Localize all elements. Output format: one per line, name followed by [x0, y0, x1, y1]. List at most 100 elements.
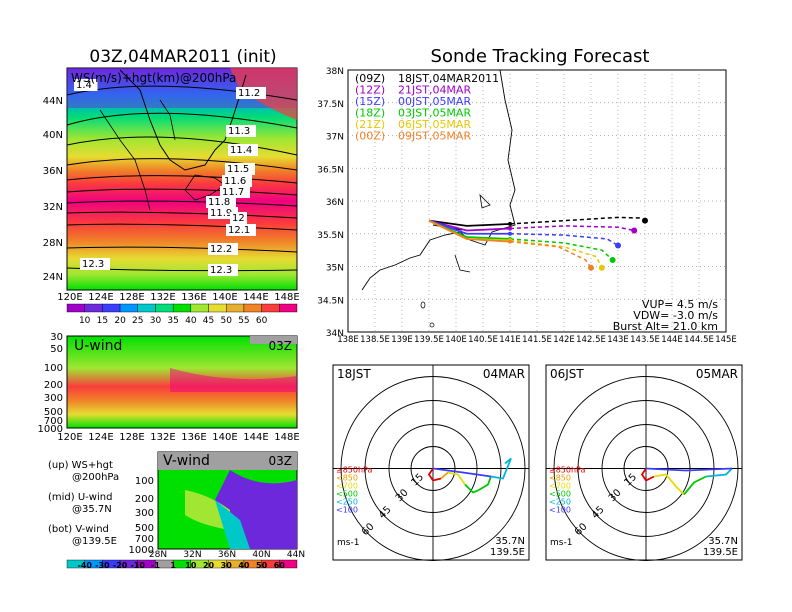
track-endpoint: [642, 217, 648, 224]
track-dashed: [509, 216, 646, 225]
polar-date: 04MAR: [483, 367, 525, 381]
right-lat-tick: 35.5N: [317, 231, 344, 241]
colorbar-label: 20: [114, 316, 126, 326]
right-lat-tick: 34N: [326, 329, 344, 339]
u-xtick-label: 140E: [212, 432, 237, 443]
right-lat-tick: 34.5N: [317, 296, 344, 306]
right-lon-tick: 145E: [715, 335, 737, 345]
left-title: 03Z,04MAR2011 (init): [89, 47, 276, 67]
stat-vup: VUP= 4.5 m/s: [642, 298, 718, 311]
pressure-legend: <850: [549, 474, 571, 483]
contour-label: 12.1: [228, 225, 250, 236]
track-dashed: [509, 238, 614, 261]
lat-tick-label: 40N: [43, 130, 63, 141]
track-endpoint: [598, 264, 605, 271]
contour-label: 1.4: [76, 80, 92, 91]
colorbar-label: 25: [132, 316, 143, 326]
pressure-legend: <500: [549, 490, 571, 499]
v-xtick-label: 28N: [149, 550, 167, 560]
polar-lon: 139.5E: [490, 547, 525, 558]
hodograph-segment: [464, 476, 492, 494]
panel-legend-line1: (mid) U-wind: [48, 492, 112, 503]
v-colorbar-label: -1: [151, 561, 160, 570]
panel-legend-line2: @139.5E: [72, 536, 117, 547]
right-lon-tick: 140E: [445, 335, 467, 345]
hodograph-segment: [683, 475, 707, 496]
colorbar-label: 60: [256, 316, 268, 326]
pressure-legend: <250: [336, 498, 358, 507]
track-dashed: [509, 239, 603, 269]
polar-date: 05MAR: [696, 367, 738, 381]
contour-label-bg: [226, 224, 256, 236]
u-ytick-label: 1000: [38, 424, 63, 435]
track-legend-zone: (15Z): [355, 95, 385, 108]
polar-unit: ms-1: [550, 538, 572, 548]
track-endpoint: [588, 264, 594, 271]
v-ytick-label: 500: [135, 523, 154, 534]
hodograph-segment: [653, 473, 685, 496]
track-legend-zone: (12Z): [355, 84, 385, 97]
polar-unit: ms-1: [337, 538, 359, 548]
track-legend-time: 06JST,05MAR: [398, 118, 471, 131]
colorbar-swatch: [155, 303, 174, 313]
contour-label: 11.9: [210, 208, 232, 219]
v-colorbar-label: -40: [77, 561, 92, 570]
contour-label: 12.3: [210, 265, 232, 276]
colorbar-label: 30: [150, 316, 162, 326]
colorbar-label: 40: [185, 316, 197, 326]
u-ytick-label: 100: [44, 363, 63, 374]
track-marker: [508, 239, 512, 244]
right-lon-tick: 141E: [499, 335, 521, 345]
track-solid: [428, 219, 511, 232]
track-legend-time: 09JST,05MAR: [398, 130, 471, 143]
right-lon-tick: 140.5E: [468, 335, 498, 345]
colorbar-label: 15: [97, 316, 108, 326]
panel-legend-line1: (bot) V-wind: [48, 524, 109, 535]
colorbar-label: 35: [167, 316, 178, 326]
track-legend-time: 21JST,04MAR: [398, 84, 471, 97]
track-legend-time: 00JST,05MAR: [398, 95, 471, 108]
panel-legend-line2: @200hPa: [72, 472, 119, 483]
u-ytick-label: 50: [50, 344, 63, 355]
contour-label-bg: [206, 196, 236, 208]
right-lon-tick: 139E: [391, 335, 413, 345]
pressure-legend: <100: [336, 506, 358, 515]
u-xtick-label: 148E: [274, 432, 299, 443]
colorbar-swatch: [261, 303, 280, 313]
u-xtick-label: 136E: [181, 432, 206, 443]
pressure-legend: <700: [549, 482, 571, 491]
track-solid: [428, 219, 511, 227]
contour-label: 11.8: [208, 197, 230, 208]
v-xtick-label: 40N: [252, 550, 270, 560]
track-legend-time: 03JST,05MAR: [398, 107, 471, 120]
lat-tick-label: 24N: [43, 272, 63, 283]
u-ytick-label: 700: [44, 416, 63, 427]
colorbar-swatch: [172, 303, 192, 313]
track-solid: [428, 219, 511, 243]
ws-map: 1.411.211.311.411.511.611.711.811.9 1212.…: [66, 67, 298, 291]
contour-label: 11.3: [228, 126, 250, 137]
track-marker: [508, 231, 512, 236]
lon-tick-label: 144E: [243, 292, 268, 303]
v-ytick-label: 200: [135, 494, 154, 505]
v-wind-time: 03Z: [269, 454, 293, 468]
right-lon-tick: 143.5E: [630, 335, 660, 345]
right-lon-tick: 138E: [337, 335, 359, 345]
v-colorbar-label: 20: [203, 561, 215, 570]
hodograph-segment: [705, 467, 733, 478]
right-lon-tick: 144E: [661, 335, 683, 345]
right-lon-tick: 142.5E: [576, 335, 606, 345]
u-xtick-label: 132E: [150, 432, 175, 443]
track-legend-zone: (00Z): [355, 130, 385, 143]
panel-legend-line2: @35.7N: [72, 504, 112, 515]
lon-tick-label: 136E: [181, 292, 206, 303]
v-xtick-label: 44N: [287, 550, 305, 560]
right-lon-tick: 138.5E: [360, 335, 390, 345]
polar-time: 06JST: [550, 367, 584, 381]
u-wind-time: 03Z: [269, 339, 293, 353]
contour-label: 11.4: [230, 145, 252, 156]
contour-label: 12.3: [82, 259, 104, 270]
right-lat-tick: 37.5N: [317, 100, 344, 110]
